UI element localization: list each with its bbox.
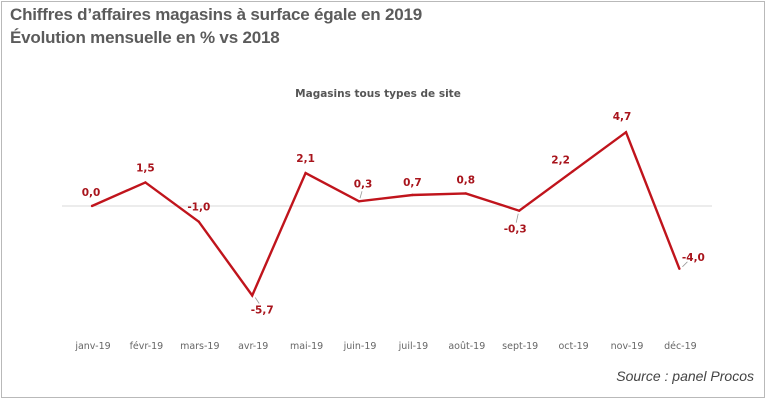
- data-label: 0,0: [82, 187, 101, 199]
- data-point: [624, 131, 628, 134]
- label-leader-line: [254, 297, 260, 304]
- data-label: -5,7: [251, 304, 274, 316]
- x-tick-label: juin-19: [343, 341, 377, 352]
- label-leader-line: [359, 191, 363, 199]
- data-point: [678, 267, 681, 270]
- data-point: [357, 200, 361, 203]
- series-line: [91, 130, 681, 298]
- data-point: [251, 294, 254, 297]
- label-leader-line: [682, 261, 688, 268]
- data-point: [571, 170, 574, 173]
- x-tick-label: août-19: [448, 341, 485, 352]
- chart-heading: Chiffres d’affaires magasins à surface é…: [10, 5, 422, 24]
- x-tick-label: avr-19: [238, 341, 268, 352]
- data-label: -4,0: [682, 252, 705, 264]
- x-tick-label: déc-19: [664, 341, 697, 352]
- x-tick-label: mars-19: [180, 341, 219, 352]
- data-label: 0,8: [456, 174, 475, 186]
- data-label: 4,7: [613, 111, 632, 123]
- data-point: [304, 171, 307, 175]
- data-label: 1,5: [136, 162, 155, 174]
- label-leader-line: [515, 213, 519, 223]
- chart-subheading: Évolution mensuelle en % vs 2018: [10, 28, 280, 47]
- data-point: [464, 192, 467, 195]
- data-point: [197, 220, 200, 223]
- data-label: -0,3: [504, 224, 527, 236]
- data-point: [144, 181, 147, 184]
- data-point: [518, 209, 521, 212]
- chart-title: Magasins tous types de site: [295, 88, 461, 100]
- data-point: [411, 193, 414, 197]
- x-tick-label: oct-19: [558, 341, 588, 352]
- data-label: 2,2: [551, 154, 570, 166]
- data-label: 0,3: [354, 178, 373, 190]
- data-label: 0,7: [403, 177, 422, 189]
- source-note: Source : panel Procos: [616, 368, 754, 384]
- x-tick-label: févr-19: [130, 341, 164, 352]
- x-tick-label: janv-19: [74, 341, 110, 352]
- x-tick-label: sept-19: [502, 341, 538, 352]
- x-tick-label: nov-19: [611, 341, 644, 352]
- x-tick-label: mai-19: [290, 341, 323, 352]
- data-label: 2,1: [296, 153, 315, 165]
- x-tick-label: juil-19: [398, 341, 428, 352]
- data-label: -1,0: [187, 202, 210, 214]
- data-point: [90, 204, 94, 208]
